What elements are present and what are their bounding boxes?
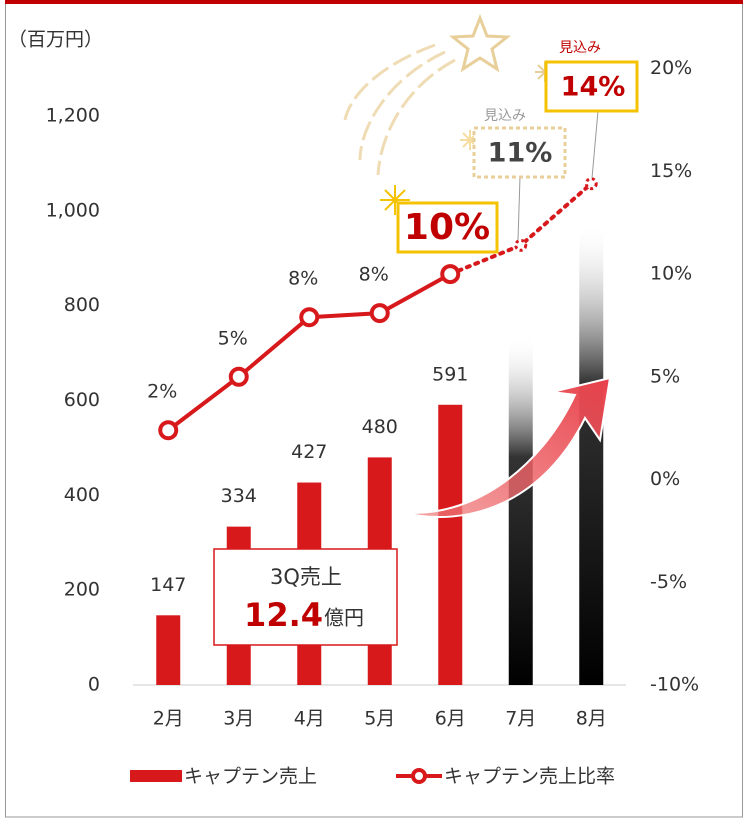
x-tick-label: 8月 bbox=[576, 708, 607, 730]
value-label: 8% bbox=[359, 264, 389, 286]
line-marker bbox=[372, 305, 388, 321]
line-marker bbox=[442, 266, 458, 282]
value-label: 2% bbox=[147, 381, 177, 403]
line-marker bbox=[231, 369, 247, 385]
y-tick-label: 400 bbox=[64, 484, 100, 506]
q3-unit: 億円 bbox=[324, 606, 364, 630]
y-tick-label: 0 bbox=[88, 674, 100, 696]
x-tick-label: 2月 bbox=[153, 708, 184, 730]
line-marker bbox=[516, 240, 526, 250]
value-label: 334 bbox=[221, 485, 257, 507]
y2-tick-label: 5% bbox=[650, 365, 680, 387]
value-label: 147 bbox=[150, 574, 186, 596]
forecast-note: 見込み bbox=[484, 108, 526, 124]
forecast-bar bbox=[579, 220, 603, 685]
y2-tick-label: 0% bbox=[650, 468, 680, 490]
forecast-bar bbox=[509, 334, 533, 685]
y2-tick-label: 10% bbox=[650, 263, 692, 285]
line-marker bbox=[586, 179, 596, 189]
line-marker bbox=[160, 422, 176, 438]
bar bbox=[438, 405, 462, 685]
value-label: 5% bbox=[218, 327, 248, 349]
x-tick-label: 4月 bbox=[294, 708, 325, 730]
legend-label: キャプテン売上比率 bbox=[444, 766, 615, 788]
value-label: 11% bbox=[488, 138, 553, 169]
bar bbox=[156, 615, 180, 685]
y2-tick-label: -10% bbox=[650, 674, 699, 696]
q3-value: 12.4 bbox=[244, 596, 323, 634]
frame bbox=[6, 2, 743, 817]
y-tick-label: 1,200 bbox=[46, 105, 100, 127]
value-label: 14% bbox=[561, 72, 626, 103]
x-tick-label: 7月 bbox=[505, 708, 536, 730]
value-label: 10% bbox=[404, 207, 490, 248]
y2-tick-label: 15% bbox=[650, 160, 692, 182]
y-tick-label: 600 bbox=[64, 389, 100, 411]
y-tick-label: 200 bbox=[64, 579, 100, 601]
y-axis-label: （百万円） bbox=[8, 29, 103, 51]
value-label: 427 bbox=[291, 441, 327, 463]
q3-title: 3Q売上 bbox=[270, 565, 342, 589]
x-tick-label: 5月 bbox=[364, 708, 395, 730]
forecast-note: 見込み bbox=[559, 40, 601, 56]
value-label: 591 bbox=[432, 363, 468, 385]
x-tick-label: 3月 bbox=[223, 708, 254, 730]
y-tick-label: 1,000 bbox=[46, 199, 100, 221]
top-bar bbox=[5, 0, 743, 4]
legend-swatch bbox=[130, 770, 182, 782]
line-marker bbox=[301, 309, 317, 325]
x-tick-label: 6月 bbox=[435, 708, 466, 730]
y2-tick-label: 20% bbox=[650, 57, 692, 79]
y-tick-label: 800 bbox=[64, 294, 100, 316]
y2-tick-label: -5% bbox=[650, 571, 687, 593]
legend-label: キャプテン売上 bbox=[184, 766, 317, 788]
value-label: 480 bbox=[362, 416, 398, 438]
legend-swatch bbox=[413, 770, 425, 782]
chart: （百万円） 0 200 400 600 800 1,000 1,200 -10% -5% 0% 5%… bbox=[0, 0, 748, 822]
value-label: 8% bbox=[288, 268, 318, 290]
